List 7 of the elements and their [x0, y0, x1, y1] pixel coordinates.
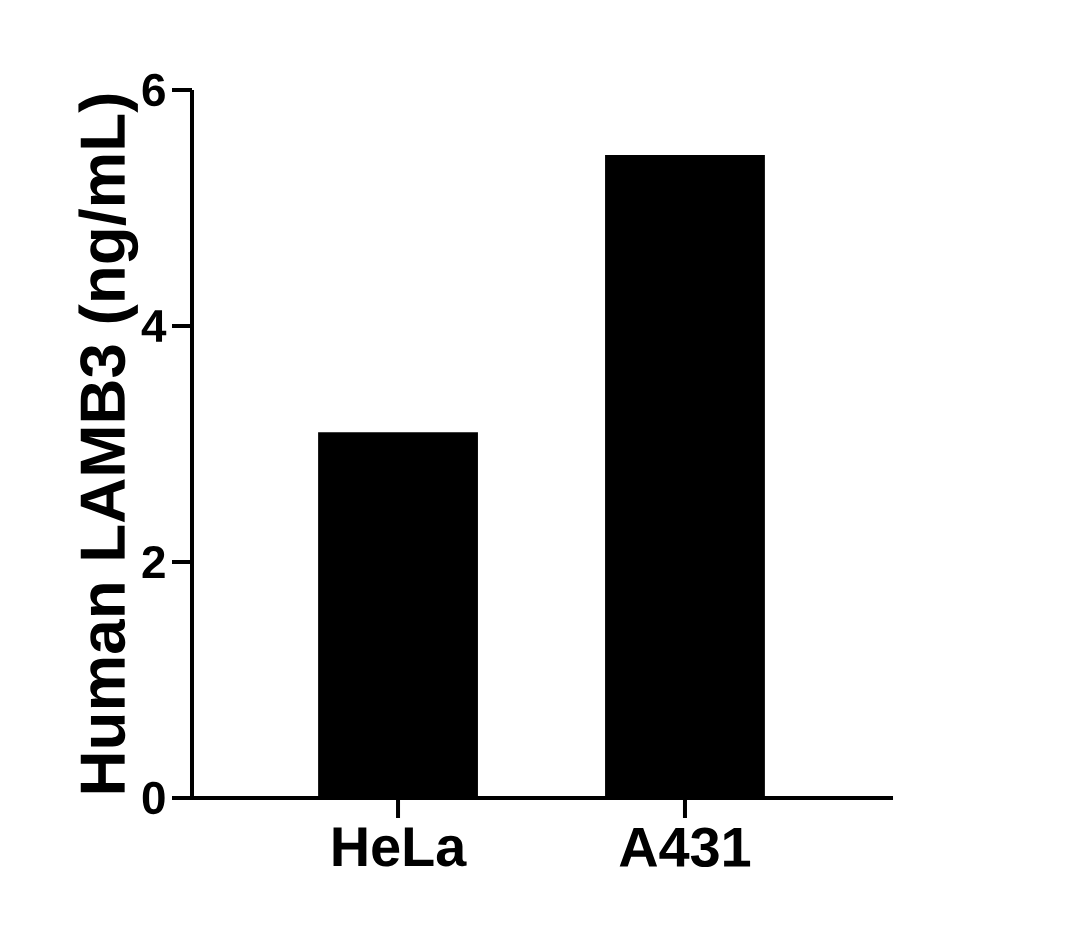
y-tick-label: 2 [142, 546, 165, 578]
x-tick-label: HeLa [333, 827, 467, 867]
y-axis-title: Human LAMB3 (ng/mL) [78, 94, 139, 793]
y-tick-label: 6 [142, 73, 165, 107]
y-tick-label: 4 [141, 310, 167, 342]
y-tick-label: 0 [142, 781, 165, 815]
x-tick-label: A431 [619, 827, 751, 868]
